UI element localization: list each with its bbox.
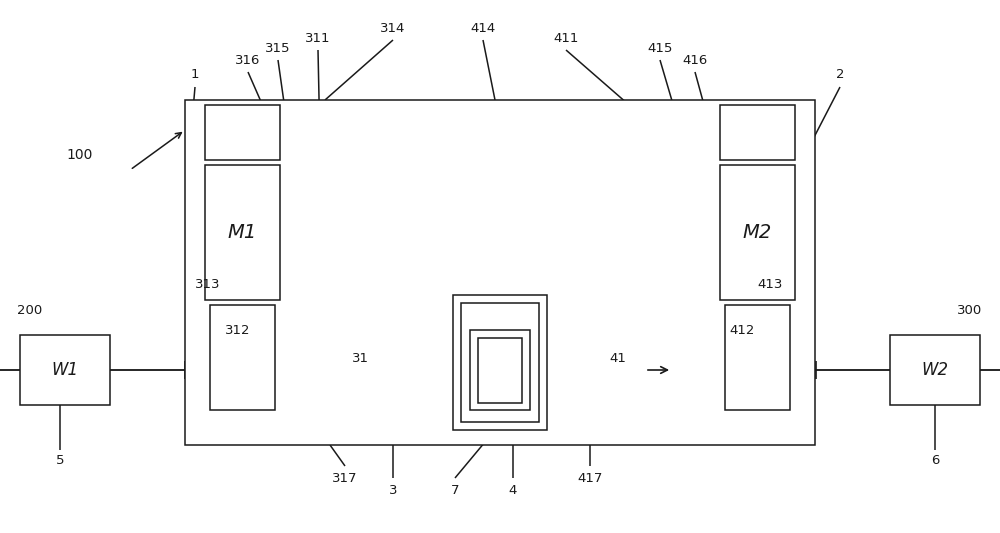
Text: M2: M2 [742,222,772,241]
Text: 5: 5 [56,454,64,466]
Text: 1: 1 [191,69,199,82]
Text: 416: 416 [682,53,708,67]
Bar [470,330,530,410]
Text: 417: 417 [577,472,603,484]
Text: 7: 7 [451,483,459,497]
Text: 415: 415 [647,42,673,54]
Text: 314: 314 [380,21,406,35]
Text: 100: 100 [67,148,93,162]
Text: 311: 311 [305,31,331,44]
Text: M1: M1 [227,222,257,241]
Bar [478,338,522,403]
Text: 317: 317 [332,472,358,484]
Bar [453,295,547,430]
Text: 41: 41 [610,351,626,365]
Text: 316: 316 [235,53,261,67]
Text: 6: 6 [931,454,939,466]
Text: 315: 315 [265,42,291,54]
Text: 300: 300 [957,303,983,317]
Text: W1: W1 [51,361,79,379]
Text: 413: 413 [757,279,783,292]
Bar [210,305,275,410]
Bar [720,165,795,300]
Text: 412: 412 [729,324,755,336]
Text: 411: 411 [553,31,579,44]
Text: 4: 4 [509,483,517,497]
Text: 312: 312 [225,324,251,336]
Text: 313: 313 [195,279,221,292]
Text: 3: 3 [389,483,397,497]
Bar [205,165,280,300]
Text: 31: 31 [352,351,368,365]
Text: 414: 414 [470,21,496,35]
Bar [20,335,110,405]
Text: 2: 2 [836,69,844,82]
Bar [890,335,980,405]
Bar [205,105,280,160]
Bar [185,100,815,445]
Text: W2: W2 [921,361,949,379]
Bar [725,305,790,410]
Text: 200: 200 [17,303,43,317]
Bar [461,303,539,422]
Bar [720,105,795,160]
